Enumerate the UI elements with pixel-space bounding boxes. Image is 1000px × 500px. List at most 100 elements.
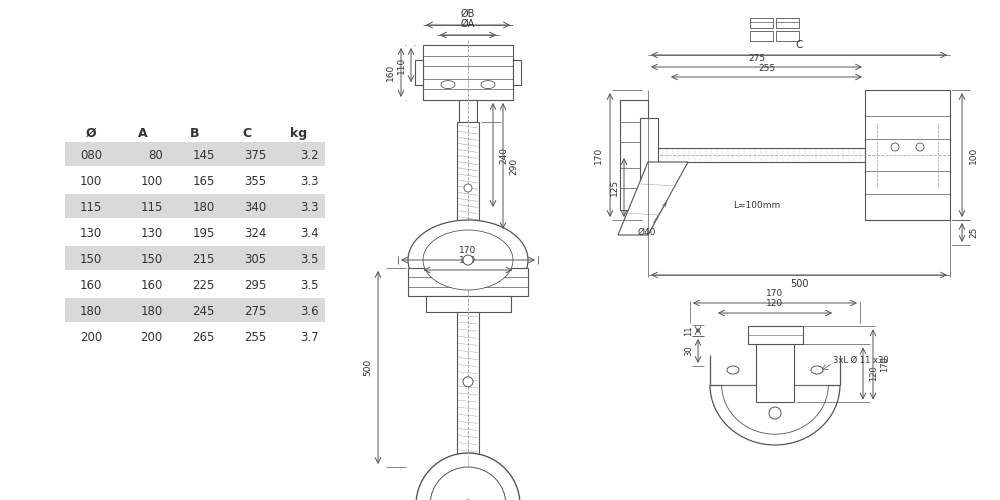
Text: 225: 225	[192, 279, 215, 292]
Bar	[750, 31, 773, 41]
Text: 324: 324	[244, 227, 267, 240]
Text: 3.5: 3.5	[300, 279, 319, 292]
Bar	[776, 18, 799, 28]
Bar	[65, 298, 325, 322]
Text: 3.4: 3.4	[300, 227, 319, 240]
Text: 305: 305	[245, 253, 267, 266]
Text: 500: 500	[363, 359, 372, 376]
Circle shape	[916, 143, 924, 151]
Text: 160: 160	[80, 279, 102, 292]
Bar	[457, 312, 479, 467]
Text: kg: kg	[290, 127, 308, 140]
Text: B: B	[190, 127, 200, 140]
Text: 3.2: 3.2	[300, 149, 319, 162]
Text: 160: 160	[386, 64, 395, 81]
Bar	[408, 268, 528, 296]
Text: 3.3: 3.3	[300, 175, 319, 188]
Text: 130: 130	[80, 227, 102, 240]
Text: 11: 11	[684, 325, 693, 336]
Bar	[65, 194, 325, 218]
Text: 080: 080	[80, 149, 102, 162]
Bar	[756, 344, 794, 403]
Bar	[748, 326, 802, 344]
Circle shape	[769, 407, 781, 419]
Text: 100: 100	[969, 146, 978, 164]
Text: 275: 275	[244, 305, 267, 318]
Circle shape	[891, 143, 899, 151]
Text: 110: 110	[397, 56, 406, 74]
Text: 375: 375	[245, 149, 267, 162]
Text: 3.3: 3.3	[300, 201, 319, 214]
Text: 500: 500	[790, 279, 808, 289]
Text: 120: 120	[459, 256, 477, 265]
Text: 290: 290	[509, 158, 518, 174]
Text: 200: 200	[80, 331, 102, 344]
Bar	[640, 118, 658, 192]
Text: ØB: ØB	[461, 9, 475, 19]
Text: 245: 245	[192, 305, 215, 318]
Ellipse shape	[727, 366, 739, 374]
Text: 150: 150	[80, 253, 102, 266]
Text: 355: 355	[245, 175, 267, 188]
Bar	[415, 60, 423, 85]
Text: 265: 265	[192, 331, 215, 344]
Text: 25: 25	[969, 227, 978, 238]
Text: 180: 180	[80, 305, 102, 318]
Text: 180: 180	[193, 201, 215, 214]
Text: 145: 145	[192, 149, 215, 162]
Bar	[640, 148, 865, 162]
Bar	[513, 60, 521, 85]
Text: 130: 130	[141, 227, 163, 240]
Bar	[457, 122, 479, 232]
Polygon shape	[618, 162, 688, 235]
Text: C: C	[242, 127, 252, 140]
Bar	[776, 31, 799, 41]
Text: 200: 200	[141, 331, 163, 344]
Text: Ø: Ø	[86, 127, 96, 140]
Ellipse shape	[441, 80, 455, 88]
Text: 125: 125	[610, 179, 619, 196]
Text: 170: 170	[459, 246, 477, 255]
Text: 150: 150	[141, 253, 163, 266]
Text: 30: 30	[684, 346, 693, 356]
Text: 80: 80	[148, 149, 163, 162]
Text: 165: 165	[192, 175, 215, 188]
Text: ØA: ØA	[461, 19, 475, 29]
Text: 255: 255	[245, 331, 267, 344]
Text: 3.7: 3.7	[300, 331, 319, 344]
Bar	[65, 142, 325, 166]
Text: L=100mm: L=100mm	[733, 200, 780, 209]
Text: 195: 195	[192, 227, 215, 240]
Text: 100: 100	[141, 175, 163, 188]
Ellipse shape	[481, 80, 495, 88]
Text: A: A	[138, 127, 148, 140]
Text: 240: 240	[499, 146, 508, 164]
Text: 295: 295	[244, 279, 267, 292]
Circle shape	[430, 467, 506, 500]
Text: 170: 170	[766, 289, 784, 298]
Text: 100: 100	[80, 175, 102, 188]
Text: 340: 340	[245, 201, 267, 214]
Text: 120: 120	[766, 299, 784, 308]
Text: Ø40: Ø40	[638, 203, 666, 237]
Bar	[65, 246, 325, 270]
Bar	[865, 90, 950, 220]
Bar	[426, 296, 511, 312]
Text: 115: 115	[80, 201, 102, 214]
Text: 275: 275	[748, 54, 765, 63]
Bar	[620, 100, 648, 210]
Text: C: C	[795, 40, 803, 50]
Text: 3.6: 3.6	[300, 305, 319, 318]
Text: 160: 160	[140, 279, 163, 292]
Bar	[750, 18, 773, 28]
Ellipse shape	[423, 230, 513, 290]
Circle shape	[464, 184, 472, 192]
Text: 120: 120	[869, 366, 878, 382]
Circle shape	[463, 377, 473, 387]
Ellipse shape	[811, 366, 823, 374]
Text: 255: 255	[758, 64, 775, 73]
Text: 3xL Ø 11 x30: 3xL Ø 11 x30	[833, 356, 889, 364]
Bar	[459, 100, 477, 122]
Bar	[423, 45, 513, 100]
Text: 170: 170	[880, 356, 889, 372]
